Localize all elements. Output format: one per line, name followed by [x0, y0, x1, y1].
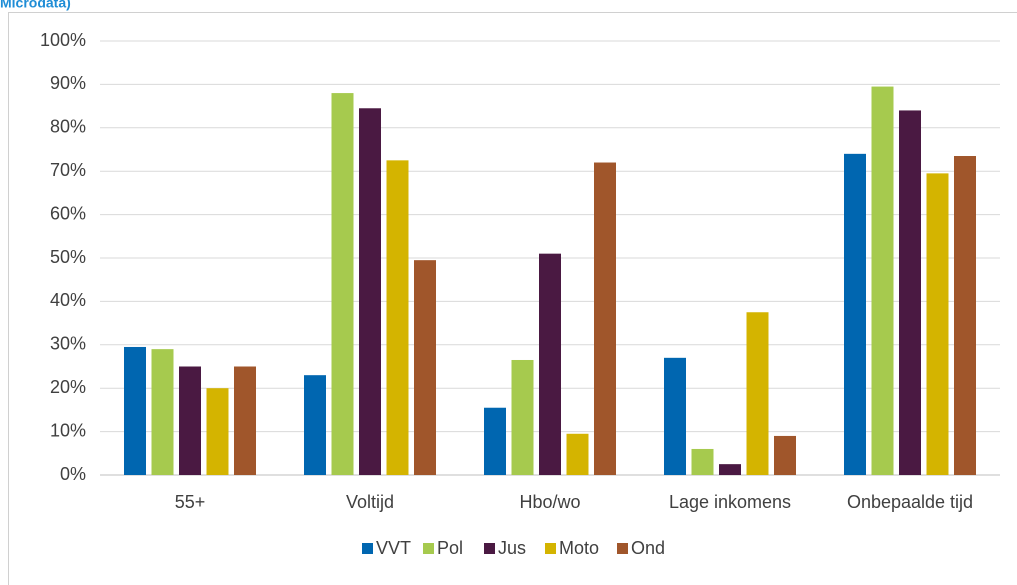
bar: [691, 448, 714, 475]
legend-label: Moto: [559, 538, 599, 558]
y-tick-label: 20%: [50, 377, 86, 397]
x-tick-label: Onbepaalde tijd: [847, 492, 973, 512]
y-tick-label: 90%: [50, 73, 86, 93]
legend-swatch: [545, 543, 556, 554]
legend-label: VVT: [376, 538, 411, 558]
x-tick-label: Lage inkomens: [669, 492, 791, 512]
bar: [304, 375, 326, 475]
legend-swatch: [362, 543, 373, 554]
bar: [414, 260, 436, 475]
bar: [484, 407, 506, 475]
y-tick-label: 100%: [40, 30, 86, 50]
y-tick-label: 70%: [50, 160, 86, 180]
y-tick-label: 50%: [50, 247, 86, 267]
y-tick-label: 30%: [50, 334, 86, 354]
bar: [719, 464, 741, 475]
bar: [926, 173, 949, 475]
legend-label: Pol: [437, 538, 463, 558]
bar: [746, 312, 769, 475]
legend-label: Ond: [631, 538, 665, 558]
bar: [359, 108, 381, 476]
x-tick-label: Voltijd: [346, 492, 394, 512]
bar: [954, 156, 976, 475]
bar: [594, 162, 616, 475]
bar: [566, 433, 589, 475]
legend-swatch: [484, 543, 495, 554]
y-tick-label: 10%: [50, 420, 86, 440]
bar: [331, 93, 354, 475]
legend-swatch: [423, 543, 434, 554]
bar: [664, 357, 686, 475]
y-tick-label: 60%: [50, 203, 86, 223]
y-tick-label: 40%: [50, 290, 86, 310]
bar: [234, 366, 256, 475]
legend-swatch: [617, 543, 628, 554]
x-tick-label: 55+: [175, 492, 206, 512]
bar: [774, 435, 796, 475]
bar: [124, 346, 146, 475]
bar: [206, 388, 229, 475]
bar: [386, 160, 409, 475]
bar: [844, 153, 866, 475]
y-tick-label: 80%: [50, 117, 86, 137]
legend-label: Jus: [498, 538, 526, 558]
x-tick-label: Hbo/wo: [519, 492, 580, 512]
y-tick-label: 0%: [60, 464, 86, 484]
bar: [511, 359, 534, 475]
bar: [151, 349, 174, 475]
chart-title: Microdata): [0, 0, 71, 11]
bar: [539, 253, 561, 475]
bar: [871, 86, 894, 475]
bar: [179, 366, 201, 475]
bar: [899, 110, 921, 475]
